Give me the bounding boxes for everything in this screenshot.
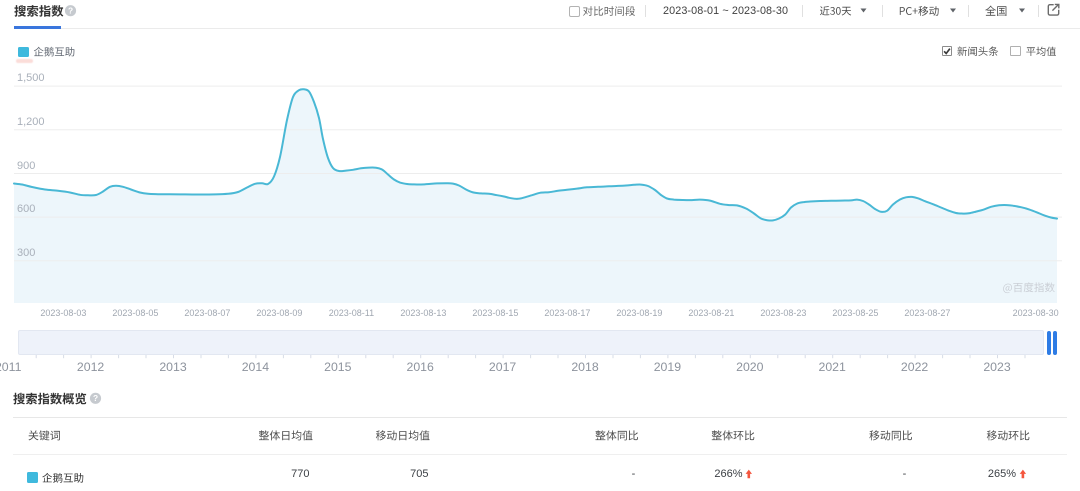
- svg-text:?: ?: [68, 6, 73, 16]
- svg-text:?: ?: [93, 393, 98, 403]
